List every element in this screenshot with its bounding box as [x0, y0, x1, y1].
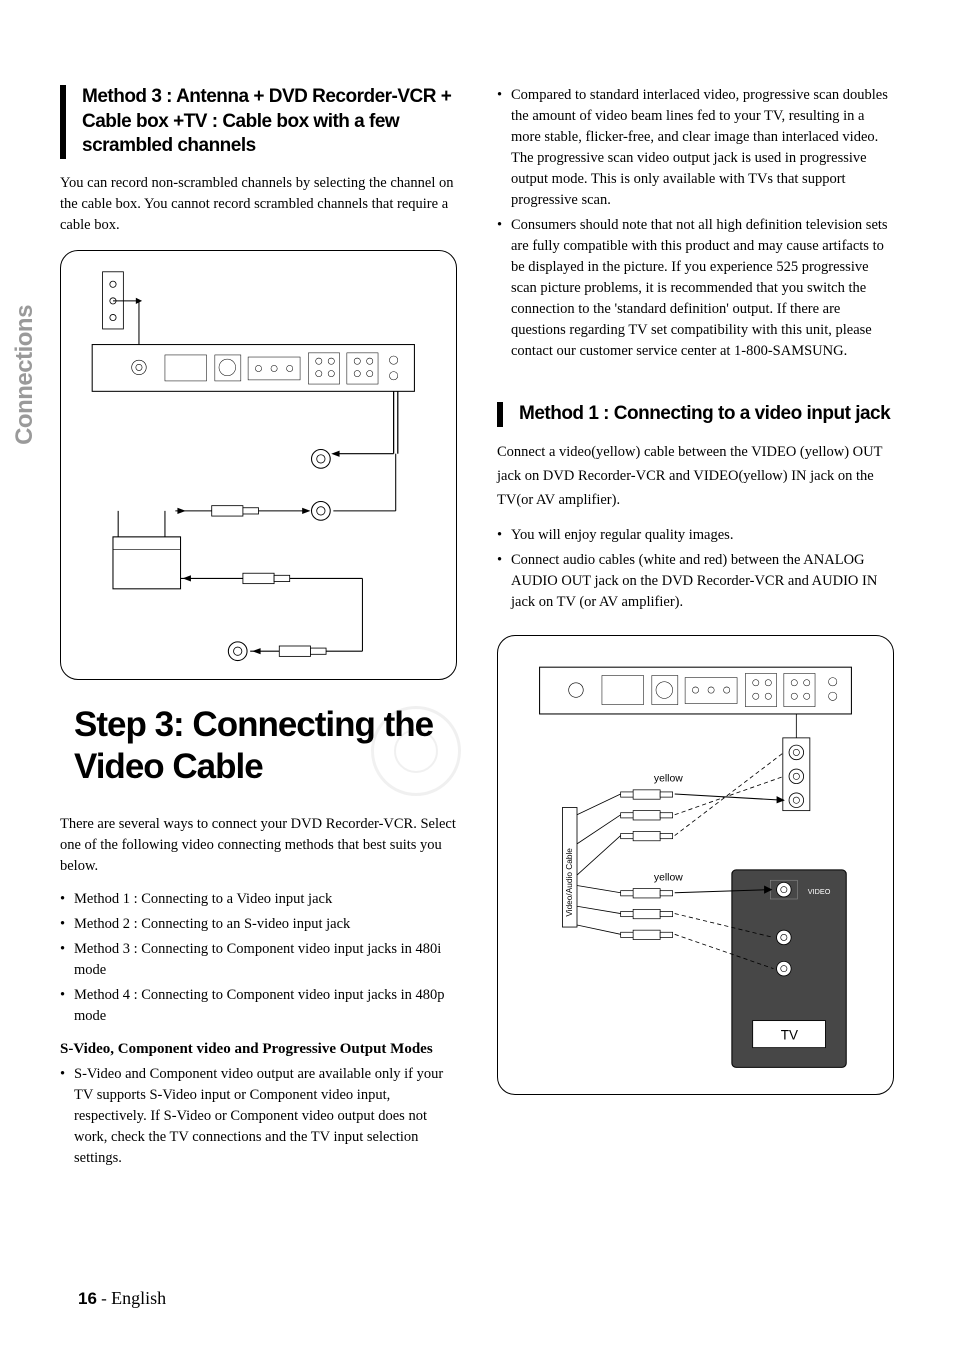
step-title: Step 3: Connecting the Video Cable: [74, 704, 457, 788]
footer-sep: -: [97, 1289, 111, 1308]
right-column: Compared to standard interlaced video, p…: [497, 85, 894, 1181]
diagram-method1: yellow: [497, 635, 894, 1095]
page-language: English: [111, 1288, 166, 1308]
method1-bullet-1: You will enjoy regular quality images.: [497, 525, 894, 546]
heading-method3: Method 3 : Antenna + DVD Recorder-VCR + …: [60, 85, 457, 159]
progressive-note-1: Compared to standard interlaced video, p…: [497, 85, 894, 211]
label-yellow-top: yellow: [654, 773, 683, 784]
method1-desc: Connect a video(yellow) cable between th…: [497, 441, 894, 513]
method1-sub-bullets: You will enjoy regular quality images. C…: [497, 525, 894, 613]
method1-bullet-2: Connect audio cables (white and red) bet…: [497, 550, 894, 613]
connection-methods-list: Method 1 : Connecting to a Video input j…: [60, 889, 457, 1027]
step3-intro: There are several ways to connect your D…: [60, 814, 457, 877]
diagram-method3-svg: [61, 251, 456, 698]
diagram-method3: [60, 250, 457, 680]
method-item-1: Method 1 : Connecting to a Video input j…: [60, 889, 457, 910]
label-tv: TV: [781, 1027, 798, 1042]
svideo-note-1: S-Video and Component video output are a…: [60, 1064, 457, 1169]
left-column: Method 3 : Antenna + DVD Recorder-VCR + …: [60, 85, 457, 1181]
label-cable-vertical: Video/Audio Cable: [564, 847, 574, 916]
step-title-block: Step 3: Connecting the Video Cable: [60, 704, 457, 788]
content-columns: Method 3 : Antenna + DVD Recorder-VCR + …: [60, 85, 894, 1181]
progressive-note-2: Consumers should note that not all high …: [497, 215, 894, 362]
side-tab: Connections: [0, 300, 50, 450]
method-item-2: Method 2 : Connecting to an S-video inpu…: [60, 914, 457, 935]
page-number: 16: [78, 1289, 97, 1308]
lower-plugs: [621, 888, 673, 939]
progressive-scan-notes: Compared to standard interlaced video, p…: [497, 85, 894, 362]
upper-plugs: [621, 790, 673, 841]
svg-text:VIDEO: VIDEO: [808, 887, 831, 896]
svideo-subhead: S-Video, Component video and Progressive…: [60, 1039, 457, 1060]
method-item-4: Method 4 : Connecting to Component video…: [60, 985, 457, 1027]
heading-method1: Method 1 : Connecting to a video input j…: [497, 402, 894, 427]
method3-desc: You can record non-scrambled channels by…: [60, 173, 457, 236]
svideo-notes: S-Video and Component video output are a…: [60, 1064, 457, 1169]
label-yellow-bottom: yellow: [654, 872, 683, 883]
side-tab-label: Connections: [11, 305, 39, 445]
diagram-method1-svg: yellow: [498, 636, 893, 1114]
page-footer: 16 - English: [78, 1288, 166, 1309]
method-item-3: Method 3 : Connecting to Component video…: [60, 939, 457, 981]
